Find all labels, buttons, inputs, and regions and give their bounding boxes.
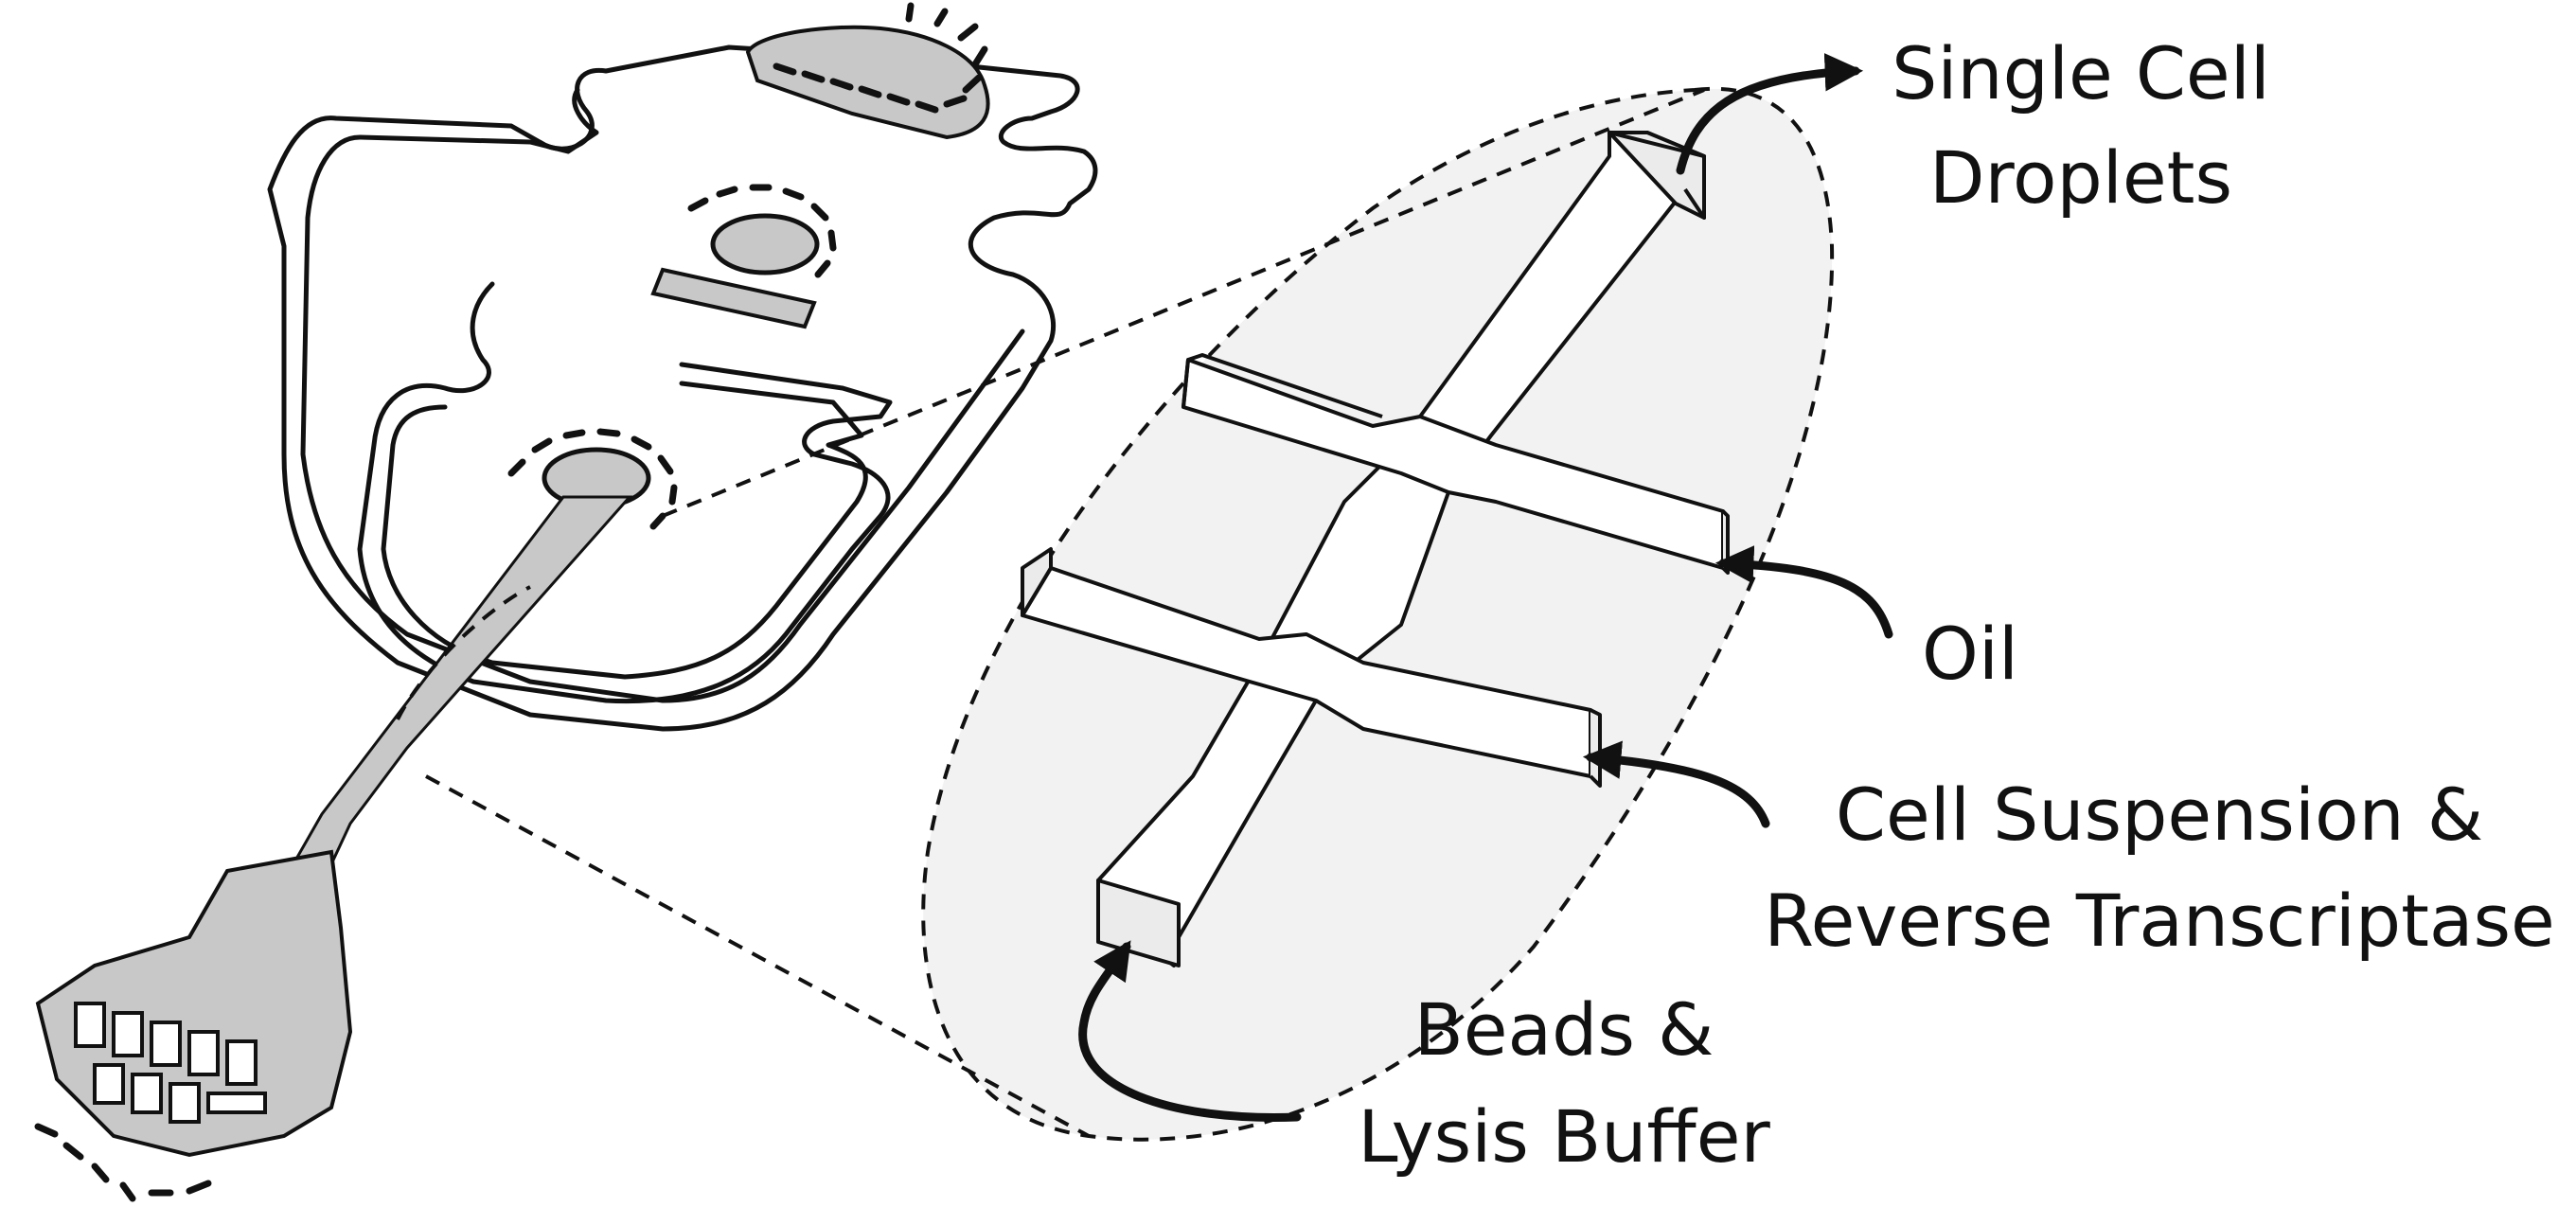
label-cell-suspension: Cell Suspension &: [1835, 772, 2484, 857]
label-beads: Beads &: [1413, 987, 1714, 1072]
oil-inlet-port: [650, 184, 837, 329]
cells-arrow: [1582, 740, 1770, 828]
label-oil: Oil: [1922, 612, 2019, 696]
sample-channel-inner: [381, 381, 868, 680]
label-lysis-buffer: Lysis Buffer: [1358, 1094, 1770, 1179]
annotation-arrows: [1078, 53, 1893, 1122]
oil-arrow: [1714, 545, 1893, 639]
sample-channel: [357, 281, 893, 704]
junction-channel: [1021, 131, 1730, 967]
droplets-arrow: [1676, 53, 1864, 175]
bead-inlet-port: [34, 849, 353, 1202]
label-single-cell: Single Cell: [1892, 31, 2270, 115]
zoom-connector-lines: [396, 88, 1705, 1138]
microfluidic-chip: [267, 44, 1098, 732]
beads-arrow: [1078, 940, 1302, 1122]
label-reverse-transcriptase: Reverse Transcriptase: [1764, 879, 2555, 963]
label-droplets: Droplets: [1928, 135, 2233, 220]
outer-oil-channel: [267, 44, 1098, 732]
outlet-port: [745, 2, 990, 140]
outer-oil-channel-inner: [300, 87, 1025, 703]
